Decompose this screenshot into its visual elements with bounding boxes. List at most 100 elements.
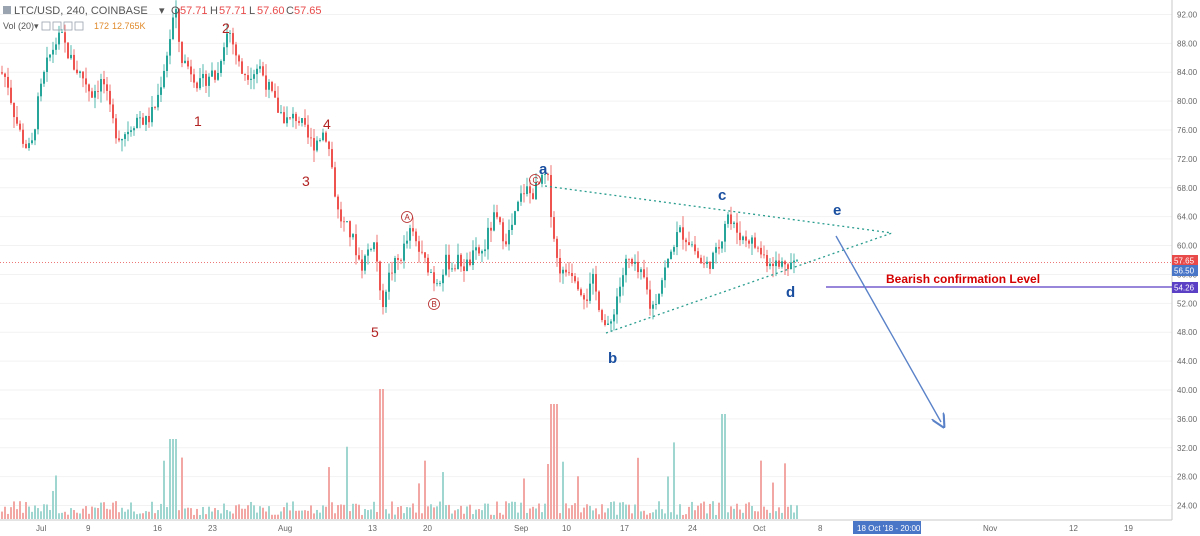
volume-bar (115, 501, 117, 519)
volume-bar (352, 503, 354, 519)
candle (409, 224, 411, 249)
candle (613, 309, 615, 331)
candle (715, 242, 717, 264)
volume-bar (361, 514, 363, 519)
volume-bar (61, 512, 63, 519)
candle (454, 264, 456, 272)
ohlc-l-value: 57.60 (257, 5, 285, 17)
volume-bar (166, 507, 168, 519)
volume-bar (292, 501, 294, 519)
volume-bar (760, 460, 762, 519)
candle (361, 249, 363, 279)
candle (169, 29, 171, 65)
volume-bar (601, 504, 603, 519)
volume-bar (472, 514, 474, 519)
close-icon[interactable] (63, 21, 73, 31)
volume-bar (460, 505, 462, 519)
triangle-lower-trendline[interactable] (605, 232, 893, 334)
volume-bar (586, 504, 588, 519)
chart-header: LTC/USD, 240, COINBASE ▾ O 57.71 H 57.71… (3, 5, 322, 31)
eye-icon[interactable] (41, 21, 51, 31)
volume-bar (181, 457, 183, 519)
symbol-label[interactable]: LTC/USD, 240, COINBASE (14, 5, 148, 17)
candle (385, 289, 387, 313)
projection-arrow[interactable] (835, 235, 941, 422)
volume-bar (334, 513, 336, 519)
wave-label-circled-b: B (428, 298, 440, 310)
candle (376, 234, 378, 272)
candle (70, 45, 72, 60)
candle (793, 253, 795, 274)
volume-bar (37, 508, 39, 519)
candle (544, 170, 546, 185)
candle (235, 41, 237, 65)
volume-bar (145, 511, 147, 519)
candle (541, 173, 543, 188)
candle (622, 267, 624, 296)
volume-menu-chevron-icon[interactable]: ▾ (34, 21, 39, 31)
candle (82, 71, 84, 88)
volume-bar (79, 513, 81, 519)
volume-bar (118, 512, 120, 519)
candle (457, 243, 459, 270)
candle (91, 87, 93, 99)
volume-bar (247, 505, 249, 519)
symbol-icon (3, 6, 11, 14)
candle (163, 64, 165, 89)
settings-icon[interactable] (52, 21, 62, 31)
candle (55, 37, 57, 55)
price-axis-tick: 72.00 (1177, 155, 1198, 164)
candle (550, 165, 552, 228)
volume-bar (172, 439, 174, 519)
more-icon[interactable] (74, 21, 84, 31)
candle (754, 232, 756, 250)
candle (580, 287, 582, 297)
candle (88, 83, 90, 102)
volume-bar (244, 508, 246, 519)
candle (673, 244, 675, 255)
candle (577, 277, 579, 291)
candle (322, 128, 324, 142)
candle (115, 114, 117, 144)
plot-area[interactable] (0, 0, 1172, 520)
price-tag-label: 54.26 (1174, 284, 1195, 293)
price-axis-tick: 76.00 (1177, 126, 1198, 135)
volume-bar (22, 512, 24, 519)
candle (406, 231, 408, 249)
volume-bar (535, 508, 537, 519)
candle (766, 249, 768, 273)
volume-bar (781, 512, 783, 519)
symbol-menu-chevron-icon[interactable]: ▾ (159, 5, 165, 17)
volume-indicator-label[interactable]: Vol (20) (3, 21, 34, 31)
volume-bar (691, 501, 693, 519)
price-axis[interactable]: 24.00 28.00 32.00 36.00 40.00 44.00 48.00 52.00… (1177, 10, 1198, 510)
candle (40, 78, 42, 102)
candle (316, 136, 318, 153)
volume-bar (139, 513, 141, 519)
candle (559, 249, 561, 283)
volume-bar (256, 512, 258, 519)
triangle-upper-trendline[interactable] (544, 185, 893, 234)
volume-bar (106, 508, 108, 519)
volume-bar (550, 404, 552, 519)
time-axis[interactable]: Jul 9 16 23 Aug 13 20 Sep 10 17 24 Oct 8 Nov 12 19 (36, 524, 1133, 533)
volume-bar (466, 506, 468, 519)
volume-bar (784, 463, 786, 519)
candle (100, 73, 102, 103)
volume-bar (373, 501, 375, 519)
volume-bar (754, 511, 756, 519)
candle (661, 277, 663, 297)
candle (166, 51, 168, 78)
candle (643, 259, 645, 279)
candle (790, 253, 792, 270)
volume-bar (505, 501, 507, 519)
volume-bar (469, 504, 471, 519)
candle (583, 292, 585, 310)
volume-bar (259, 506, 261, 519)
volume-bar (487, 503, 489, 519)
ohlc-o-value: 57.71 (180, 5, 208, 17)
candle (178, 7, 180, 53)
candle (175, 0, 177, 29)
